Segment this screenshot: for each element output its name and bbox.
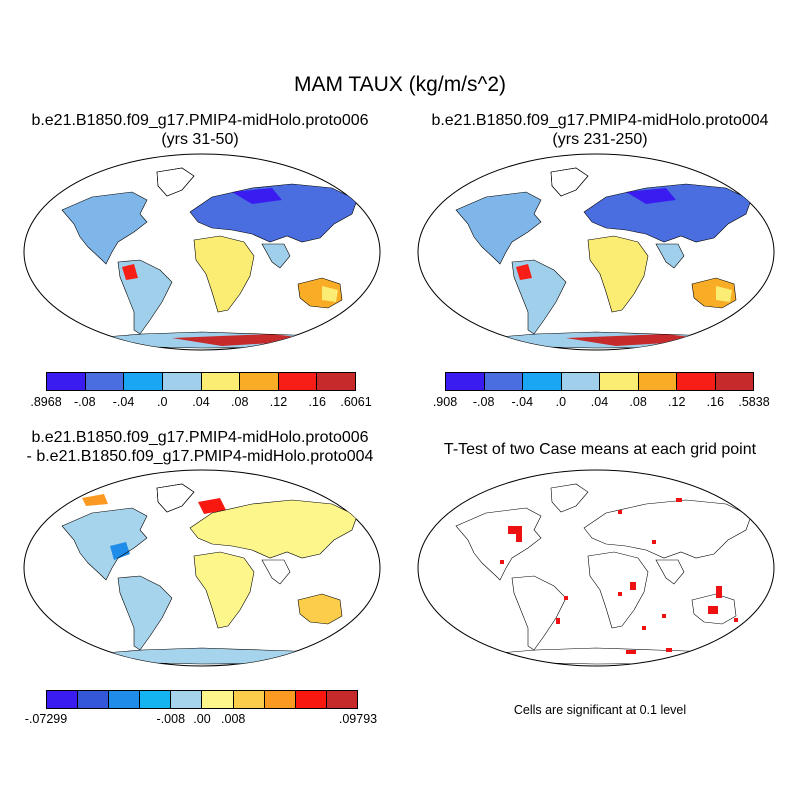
legend-swatch	[85, 373, 125, 390]
panel-title-line1: T-Test of two Case means at each grid po…	[443, 441, 757, 458]
legend-swatch	[171, 691, 203, 708]
legend-swatch	[317, 373, 355, 390]
panel-title-line1: b.e21.B1850.f09_g17.PMIP4-midHolo.proto0…	[31, 112, 369, 129]
legend-tick-label: .0	[157, 395, 168, 409]
legend-swatch	[240, 373, 279, 390]
legend-tick-label: .0	[555, 395, 567, 409]
map-top-right	[417, 153, 775, 351]
legend-swatch	[600, 373, 639, 390]
panel-title-line2: - b.e21.B1850.f09_g17.PMIP4-midHolo.prot…	[26, 448, 374, 465]
legend-tick-label: .16	[706, 395, 725, 409]
panel-title-line1: b.e21.B1850.f09_g17.PMIP4-midHolo.proto0…	[431, 112, 769, 129]
legend-swatch	[140, 691, 172, 708]
legend-swatch	[523, 373, 562, 390]
panel-title-line2: (yrs 231-250)	[552, 131, 648, 148]
legend-swatch	[446, 373, 485, 390]
map-top-left	[23, 153, 381, 351]
colorbar-top-right	[445, 372, 754, 391]
legend-tick-label: -.04	[112, 395, 135, 409]
legend-tick-label: .5838	[738, 395, 770, 409]
legend-tick-label: .04	[192, 395, 210, 409]
legend-tick-label: .00	[193, 712, 211, 726]
colorbar-top-left	[46, 372, 356, 391]
legend-swatch	[124, 373, 163, 390]
legend-swatch	[202, 691, 234, 708]
legend-swatch	[278, 373, 318, 390]
colorbar-bottom-left	[46, 690, 358, 709]
map-bottom-left	[23, 469, 381, 667]
panel-title-bottom-left: b.e21.B1850.f09_g17.PMIP4-midHolo.proto0…	[0, 428, 400, 466]
legend-swatch	[109, 691, 141, 708]
legend-tick-label: .16	[308, 395, 326, 409]
legend-swatch	[264, 691, 296, 708]
legend-tick-label: -.08	[73, 395, 96, 409]
panel-title-top-left: b.e21.B1850.f09_g17.PMIP4-midHolo.proto0…	[0, 111, 400, 149]
significance-note: Cells are significant at 0.1 level	[513, 703, 687, 717]
legend-swatch	[47, 691, 79, 708]
legend-tick-label: -.08	[472, 395, 495, 409]
legend-tick-label: .04	[590, 395, 609, 409]
map-bottom-right	[417, 469, 775, 667]
legend-tick-label: -.008	[156, 712, 186, 726]
legend-tick-label: .6061	[340, 395, 372, 409]
legend-swatch	[638, 373, 677, 390]
legend-swatch	[561, 373, 600, 390]
legend-swatch	[47, 373, 86, 390]
legend-tick-label: .908	[432, 395, 458, 409]
panel-title-line1: b.e21.B1850.f09_g17.PMIP4-midHolo.proto0…	[31, 429, 369, 446]
legend-tick-label: .08	[231, 395, 249, 409]
legend-swatch	[326, 691, 357, 708]
legend-swatch	[295, 691, 327, 708]
legend-tick-label: .12	[668, 395, 686, 409]
panel-title-line2: (yrs 31-50)	[161, 131, 239, 148]
legend-tick-label: .008	[221, 712, 246, 726]
figure-title: MAM TAUX (kg/m/s^2)	[293, 73, 507, 96]
legend-swatch	[162, 373, 202, 390]
panel-title-bottom-right: T-Test of two Case means at each grid po…	[400, 440, 800, 459]
legend-swatch	[677, 373, 716, 390]
legend-tick-label: .08	[629, 395, 647, 409]
legend-swatch	[201, 373, 241, 390]
legend-swatch	[715, 373, 753, 390]
legend-swatch	[484, 373, 523, 390]
legend-swatch	[233, 691, 265, 708]
legend-tick-label: .12	[269, 395, 288, 409]
panel-title-top-right: b.e21.B1850.f09_g17.PMIP4-midHolo.proto0…	[400, 111, 800, 149]
legend-tick-label: .8968	[30, 395, 62, 409]
legend-tick-label: -.07299	[24, 712, 68, 726]
legend-tick-label: .09793	[338, 712, 378, 726]
legend-swatch	[78, 691, 110, 708]
legend-tick-label: -.04	[511, 395, 534, 409]
